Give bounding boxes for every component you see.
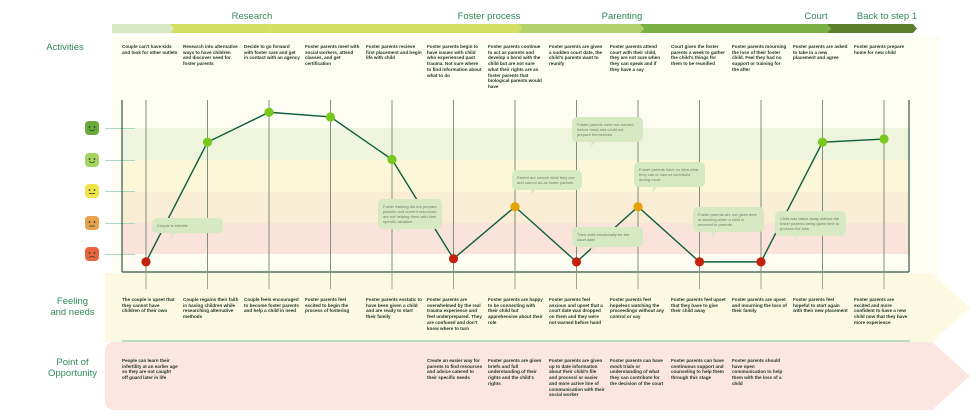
activity-cell: Couple can't have kids and look for othe… xyxy=(122,44,178,55)
activity-cell: Foster parents begin to have issues with… xyxy=(427,44,482,78)
mood-level-line xyxy=(105,159,135,161)
feeling-cell: Foster parents are upset and mourning th… xyxy=(732,297,787,314)
stage-segment-parenting xyxy=(518,24,644,33)
feelings-divider xyxy=(122,340,910,342)
emotion-point xyxy=(694,257,705,267)
mood-level-line xyxy=(105,222,135,224)
emotion-point xyxy=(571,257,582,267)
feeling-cell: Foster parents feel excited to begin the… xyxy=(305,297,350,314)
emotion-point xyxy=(448,254,459,264)
pain-point-note: Child was taken away without the foster … xyxy=(775,211,846,236)
stage-back-to-step-1: Back to step 1 xyxy=(856,11,918,22)
emotion-point xyxy=(387,154,397,165)
stage-segment-court xyxy=(640,24,831,33)
stage-foster-process: Foster process xyxy=(457,11,521,22)
happy-face-icon xyxy=(85,152,99,167)
feeling-cell: Foster parents feel upset that they have… xyxy=(671,297,726,314)
emotion-point xyxy=(325,112,336,122)
feeling-cell: Foster parents feel hopeful to start aga… xyxy=(793,297,848,314)
very-happy-face-icon xyxy=(85,121,99,135)
stage-parenting: Parenting xyxy=(601,11,643,22)
feelings-label: Feeling and needs xyxy=(50,296,95,318)
emotion-point xyxy=(510,202,520,212)
activity-cell: Foster parents meet with social workers,… xyxy=(305,44,360,67)
pain-point-note: Their child emotionally for the court da… xyxy=(572,227,643,247)
activity-cell: Research into alternative ways to have c… xyxy=(183,44,238,67)
feeling-cell: Foster parents are happy to be connectin… xyxy=(488,297,543,325)
pain-point-note: Foster parents were not warned before ha… xyxy=(572,117,643,142)
emotion-point xyxy=(756,257,766,267)
opportunity-panel xyxy=(105,342,970,410)
emotion-point xyxy=(879,134,889,144)
opportunity-cell: Foster parents can have mock trials or u… xyxy=(610,358,664,386)
activity-cell: Foster parents are asked to take in a ne… xyxy=(793,44,848,61)
stage-segment-back xyxy=(827,24,917,33)
feeling-cell: The couple is upset that they cannot hav… xyxy=(122,297,175,314)
very-unhappy-face-icon xyxy=(85,247,99,261)
feelings-panel xyxy=(105,273,970,342)
feeling-cell: Couple regains their faith in having chi… xyxy=(183,297,239,320)
feeling-cell: Couple feels encouraged to become foster… xyxy=(244,297,299,314)
activity-cell: Foster parents mourning the loss of thei… xyxy=(732,44,787,72)
feeling-cell: Foster parents are excited and more conf… xyxy=(854,297,908,325)
opportunity-cell: Foster parents are given briefs and full… xyxy=(488,358,542,386)
emotion-point xyxy=(141,257,151,267)
activities-label: Activities xyxy=(46,42,84,53)
feeling-cell: Foster parents are overwhelmed by the re… xyxy=(427,297,482,331)
activity-cell: Foster parents continue to act as parent… xyxy=(488,44,542,89)
activity-cell: Foster parents recieve first placement a… xyxy=(366,44,422,61)
activity-cell: Foster parents prepare home for new chil… xyxy=(854,44,905,55)
feeling-cell: Foster parents feel anxious and upset th… xyxy=(549,297,603,325)
opportunity-cell: Create an easier way for parents to find… xyxy=(427,358,483,381)
emotion-point xyxy=(817,137,828,147)
activity-cell: Foster parents are given a sudden court … xyxy=(549,44,603,67)
stage-court: Court xyxy=(804,11,828,22)
opportunity-cell: Foster parents can have continuous suppo… xyxy=(671,358,724,381)
stage-segment-research xyxy=(112,24,174,33)
activity-cell: Decide to go forward with foster care an… xyxy=(244,44,300,61)
emotion-point xyxy=(633,202,643,212)
pain-point-note: Parent are unsure what they can and cann… xyxy=(512,170,582,190)
opportunity-label: Point of Opportunity xyxy=(47,357,98,379)
pain-point-note: Foster parents are not given time or war… xyxy=(693,207,764,232)
opportunity-cell: Foster parents should have open communic… xyxy=(732,358,783,386)
activity-cell: Court gives the foster parents a week to… xyxy=(671,44,725,67)
opportunity-cell: People can learn their infertility at an… xyxy=(122,358,178,381)
stage-segment-research-2 xyxy=(170,24,273,33)
feeling-cell: Foster parents feel hopeless watching th… xyxy=(610,297,665,320)
mood-level-line xyxy=(105,128,135,129)
emotion-point xyxy=(264,107,274,117)
pain-point-note: Foster training did not prepare parents … xyxy=(378,199,442,229)
stage-segment-foster xyxy=(269,24,522,33)
feeling-cell: Foster parents exstatic to have been giv… xyxy=(366,297,422,320)
neutral-face-icon xyxy=(85,184,99,198)
emotion-point xyxy=(202,137,213,147)
opportunity-cell: Foster parents are given up to date info… xyxy=(549,358,605,398)
unhappy-face-icon xyxy=(85,215,99,230)
mood-level-line xyxy=(105,254,135,255)
activity-cell: Foster parents attend court with their c… xyxy=(610,44,661,72)
stage-research: Research xyxy=(231,11,273,22)
pain-point-note: Foster parents have no idea what they ca… xyxy=(634,162,705,187)
mood-level-line xyxy=(105,191,135,192)
pain-point-note: Couple is infertile xyxy=(152,218,223,233)
